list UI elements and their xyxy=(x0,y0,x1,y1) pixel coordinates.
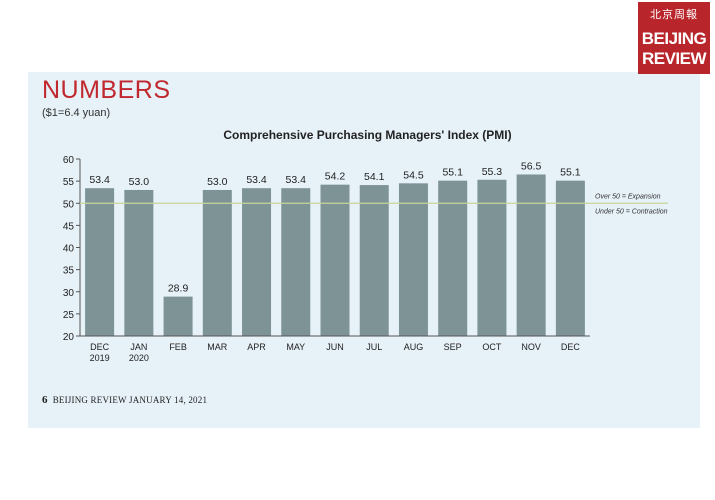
x-category-label: FEB xyxy=(169,342,187,352)
bar-value-label: 53.4 xyxy=(89,174,110,186)
bar-value-label: 55.1 xyxy=(442,167,463,179)
x-category-label: JAN xyxy=(130,342,147,352)
x-category-label: NOV xyxy=(521,342,541,352)
x-category-label: SEP xyxy=(444,342,462,352)
bar-value-label: 28.9 xyxy=(168,283,189,295)
beijing-review-logo: 北京周報 BEIJING REVIEW xyxy=(638,2,710,74)
y-tick-label: 50 xyxy=(63,199,75,210)
y-tick-label: 55 xyxy=(63,177,75,188)
page-footer: 6 BEIJING REVIEW JANUARY 14, 2021 xyxy=(42,394,207,406)
x-category-label: JUL xyxy=(366,342,382,352)
bar-value-label: 54.2 xyxy=(325,171,346,183)
bar xyxy=(320,184,350,336)
bar-value-label: 55.3 xyxy=(482,166,503,178)
y-tick-label: 35 xyxy=(63,266,75,277)
bar xyxy=(398,183,428,336)
page-number: 6 xyxy=(42,394,48,406)
x-category-label: 2019 xyxy=(90,353,110,363)
contraction-label: Under 50 = Contraction xyxy=(595,208,668,215)
bar xyxy=(555,180,585,336)
logo-line-2: REVIEW xyxy=(641,49,707,68)
bar xyxy=(85,188,115,336)
bar-value-label: 53.0 xyxy=(207,176,228,188)
bar xyxy=(163,296,193,336)
y-tick-label: 40 xyxy=(63,244,75,255)
bar xyxy=(281,188,311,336)
bar xyxy=(124,189,154,336)
x-category-label: MAR xyxy=(207,342,228,352)
expansion-label: Over 50 = Expansion xyxy=(595,193,661,200)
logo-line-1: BEIJING xyxy=(641,29,707,48)
x-category-label: APR xyxy=(247,342,266,352)
bar-value-label: 55.1 xyxy=(560,167,581,179)
footer-publication: BEIJING REVIEW JANUARY 14, 2021 xyxy=(52,395,208,405)
bar xyxy=(516,174,546,336)
bar xyxy=(202,189,232,336)
bar-value-label: 53.4 xyxy=(286,174,307,186)
y-tick-label: 30 xyxy=(63,288,75,299)
x-category-label: DEC xyxy=(561,342,581,352)
x-category-label: JUN xyxy=(326,342,344,352)
x-category-label: 2020 xyxy=(129,353,149,363)
section-title: NUMBERS xyxy=(42,76,171,104)
bar xyxy=(477,179,507,336)
x-category-label: DEC xyxy=(90,342,110,352)
bar xyxy=(242,188,272,336)
y-tick-label: 20 xyxy=(63,332,75,343)
bar-value-label: 56.5 xyxy=(521,160,542,172)
bar xyxy=(359,185,389,336)
chart-title: Comprehensive Purchasing Managers' Index… xyxy=(223,128,512,142)
y-tick-label: 60 xyxy=(63,155,75,166)
bar-value-label: 53.0 xyxy=(129,176,150,188)
x-category-label: AUG xyxy=(404,342,424,352)
exchange-rate-note: ($1=6.4 yuan) xyxy=(42,107,111,119)
x-category-label: OCT xyxy=(482,342,502,352)
bar xyxy=(438,180,468,336)
x-category-label: MAY xyxy=(286,342,305,352)
bar-value-label: 53.4 xyxy=(246,174,267,186)
bar-value-label: 54.1 xyxy=(364,171,385,183)
y-tick-label: 25 xyxy=(63,310,75,321)
y-tick-label: 45 xyxy=(63,221,75,232)
bar-value-label: 54.5 xyxy=(403,169,424,181)
logo-chinese-text: 北京周報 xyxy=(650,8,698,21)
